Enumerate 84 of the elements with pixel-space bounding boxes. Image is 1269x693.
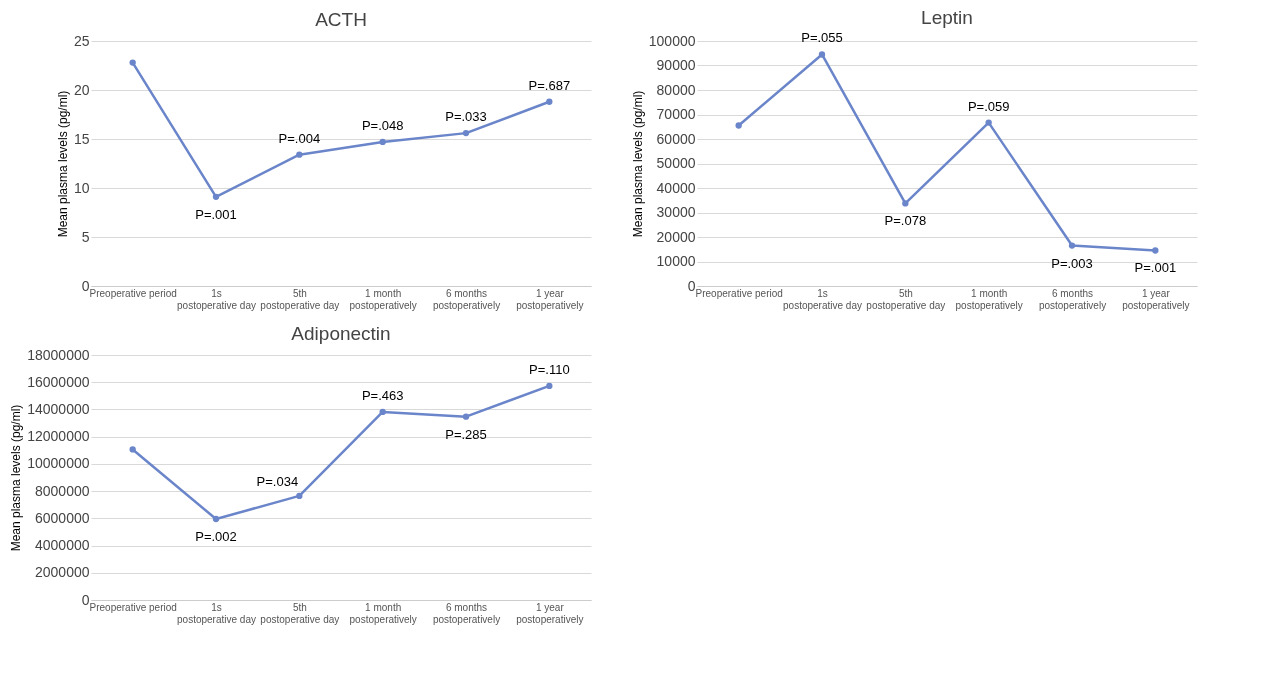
point [462, 413, 470, 420]
point [129, 446, 136, 453]
y-tick-label: 8000000 [34, 482, 90, 499]
x-tick-label: 1s postoperative day [177, 287, 256, 311]
y-axis-title: Mean plasma levels (pg/ml) [55, 90, 70, 238]
x-tick-label: 1 year postoperatively [1122, 287, 1190, 311]
x-tick-label: Preoperative period [89, 601, 177, 613]
x-tick-label: 5th postoperative day [260, 601, 340, 625]
annotation: P=.002 [195, 529, 237, 545]
x-tick-label: 5th postoperative day [866, 287, 946, 311]
x-tick-label: Preoperative period [89, 287, 177, 299]
y-axis-title: Mean plasma levels (pg/ml) [9, 404, 24, 552]
y-tick-label: 4000000 [34, 537, 90, 554]
x-tick-label: 6 months postoperatively [432, 601, 501, 625]
y-tick-label: 16000000 [27, 373, 90, 390]
point [296, 151, 303, 158]
point [296, 492, 303, 500]
y-tick-label: 0 [81, 591, 90, 608]
y-tick-label: 5 [81, 228, 90, 245]
x-tick-label: 1 month postoperatively [955, 287, 1023, 311]
annotation: P=.001 [195, 206, 237, 222]
annotation: P=.003 [1051, 255, 1093, 271]
chart-title: Adiponectin [291, 323, 391, 344]
point [212, 515, 220, 523]
x-tick-label: 6 months postoperatively [432, 287, 501, 311]
point [379, 408, 386, 416]
point [129, 59, 136, 66]
y-tick-label: 18000000 [27, 346, 90, 363]
y-tick-label: 6000000 [34, 509, 90, 526]
x-tick-label: 1s postoperative day [783, 287, 862, 311]
annotation: P=.055 [801, 30, 843, 46]
y-tick-label: 40000 [656, 179, 696, 196]
y-tick-label: 2000000 [34, 564, 90, 581]
annotation: P=.033 [445, 109, 487, 125]
y-tick-label: 10000000 [27, 455, 90, 472]
annotation: P=.004 [278, 130, 321, 146]
x-tick-label: Preoperative period [695, 287, 783, 299]
x-tick-label: 1s postoperative day [177, 601, 256, 625]
x-tick-label: 1 month postoperatively [349, 601, 417, 625]
annotation: P=.078 [884, 213, 927, 229]
annotation: P=.110 [529, 361, 570, 377]
y-tick-label: 20000 [656, 228, 696, 245]
x-tick-label: 5th postoperative day [260, 287, 340, 311]
annotation: P=.048 [361, 117, 404, 133]
y-tick-label: 60000 [656, 130, 696, 147]
chart-title: ACTH [315, 9, 367, 30]
annotation: P=.059 [967, 98, 1010, 114]
annotation: P=.463 [361, 387, 404, 403]
annotation: P=.285 [445, 426, 487, 442]
annotation: P=.687 [528, 77, 571, 93]
point [1068, 242, 1076, 249]
y-tick-label: 100000 [648, 32, 696, 49]
point [818, 51, 826, 58]
y-tick-label: 0 [687, 277, 696, 294]
annotation: P=.034 [256, 473, 299, 489]
y-tick-label: 30000 [656, 204, 696, 220]
y-tick-label: 14000000 [27, 400, 90, 417]
point [985, 119, 992, 126]
y-axis-title: Mean plasma levels (pg/ml) [630, 90, 645, 238]
point [379, 138, 386, 146]
point [1152, 247, 1159, 254]
y-tick-label: 70000 [656, 106, 696, 122]
y-tick-label: 80000 [656, 81, 696, 98]
y-tick-label: 15 [73, 130, 90, 147]
y-tick-label: 90000 [656, 57, 696, 73]
point [546, 98, 553, 105]
point [902, 200, 909, 207]
point [462, 129, 470, 137]
y-tick-label: 50000 [656, 155, 696, 171]
x-tick-label: 6 months postoperatively [1038, 287, 1107, 311]
annotation: P=.001 [1134, 260, 1177, 276]
x-tick-label: 1 year postoperatively [516, 287, 584, 311]
y-tick-label: 25 [73, 32, 90, 49]
point [546, 382, 553, 390]
y-tick-label: 10 [73, 179, 90, 196]
y-tick-label: 0 [81, 277, 90, 294]
y-tick-label: 20 [73, 81, 90, 98]
x-tick-label: 1 year postoperatively [516, 601, 584, 625]
point [212, 193, 220, 200]
chart-title: Leptin [921, 7, 973, 29]
point [735, 122, 742, 129]
y-tick-label: 12000000 [27, 428, 90, 445]
y-tick-label: 10000 [656, 253, 696, 269]
x-tick-label: 1 month postoperatively [349, 287, 417, 311]
